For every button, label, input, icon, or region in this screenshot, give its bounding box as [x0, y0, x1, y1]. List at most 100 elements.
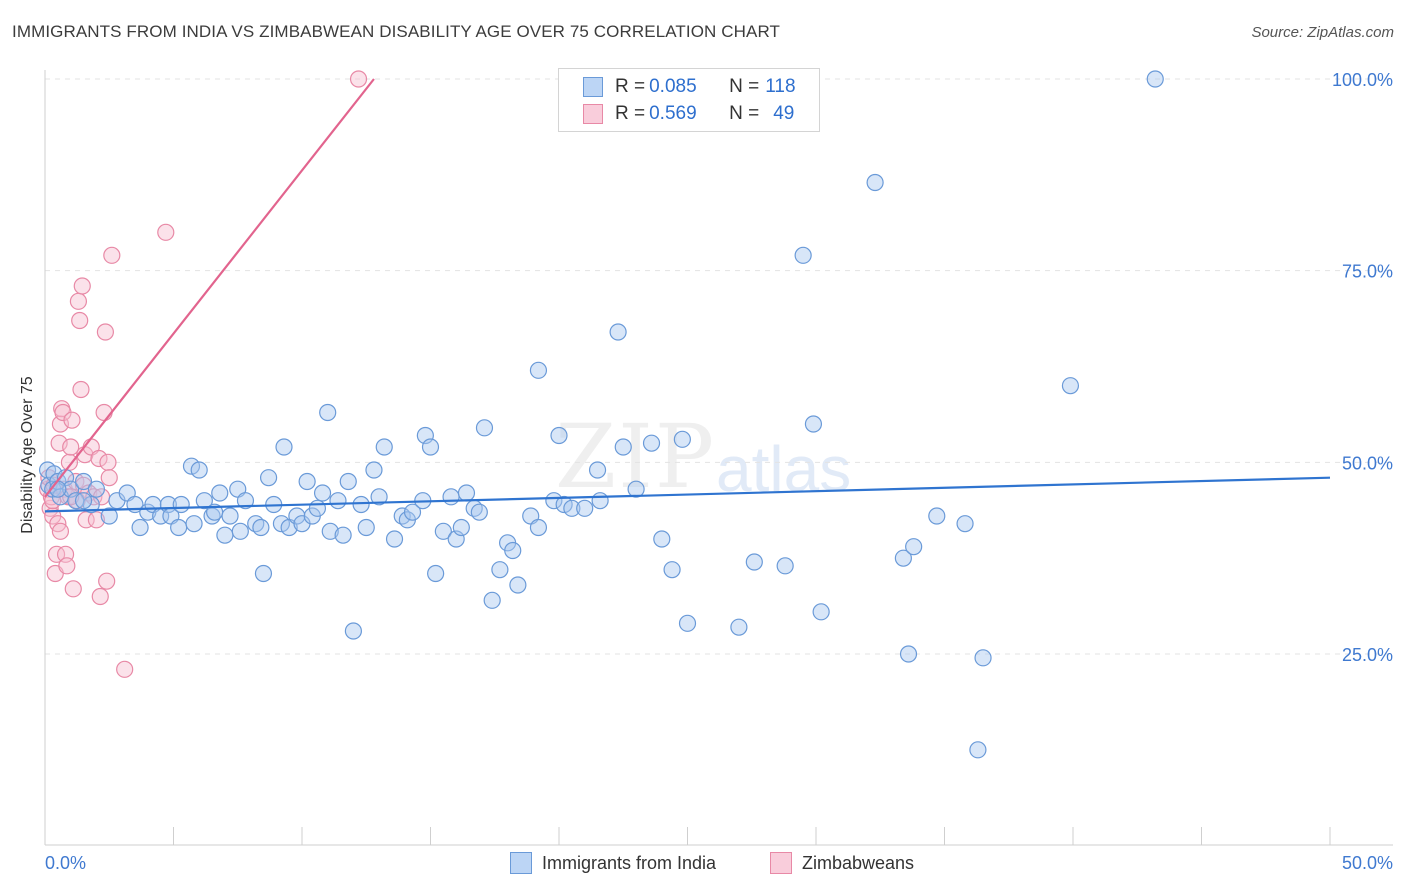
india-point-114 — [1061, 377, 1080, 395]
zimb-point-35 — [91, 587, 109, 606]
zimb-point-38 — [96, 323, 114, 341]
india-point-92 — [609, 323, 627, 341]
india-point-31 — [216, 526, 234, 544]
india-point-107 — [894, 549, 912, 567]
zimb-point-18 — [62, 438, 80, 456]
india-point-90 — [588, 461, 607, 479]
zimb-point-45 — [349, 70, 368, 88]
india-point-75 — [470, 503, 488, 521]
india-point-105 — [812, 603, 830, 621]
zimb-r-value: 0.569 — [649, 103, 697, 124]
zimb-point-17 — [60, 453, 79, 471]
india-swatch — [583, 77, 603, 97]
y-axis-label: Disability Age Over 75 — [19, 376, 36, 534]
india-point-93 — [614, 438, 632, 456]
india-point-115 — [1146, 70, 1164, 88]
y-tick-label-75: 75.0% — [1342, 262, 1393, 282]
india-point-96 — [653, 530, 671, 548]
zimb-point-20 — [64, 580, 82, 598]
zimb-r-label: R = — [615, 103, 646, 124]
india-r-label: R = — [615, 76, 646, 97]
india-point-81 — [509, 576, 527, 594]
india-point-23 — [172, 495, 190, 514]
zimb-trend-line — [44, 78, 375, 498]
x-tick-label-50: 50.0% — [1342, 853, 1393, 873]
zimb-point-33 — [87, 511, 106, 529]
india-point-59 — [370, 488, 388, 506]
zimb-point-19 — [63, 411, 81, 429]
india-point-89 — [576, 499, 594, 517]
bottom-legend-zimb: Zimbabweans — [770, 852, 914, 874]
india-point-58 — [365, 461, 383, 479]
india-point-106 — [866, 173, 884, 192]
bottom-legend-india: Immigrants from India — [510, 852, 716, 874]
india-point-84 — [529, 361, 548, 379]
india-point-9 — [74, 472, 93, 491]
gridlines — [45, 78, 1393, 655]
zimb-point-15 — [58, 557, 76, 575]
india-point-27 — [195, 492, 213, 510]
india-r-value: 0.085 — [649, 76, 697, 97]
india-point-87 — [555, 495, 573, 514]
zimb-point-25 — [72, 380, 90, 399]
india-point-49 — [313, 484, 332, 502]
zimb-swatch — [583, 104, 603, 124]
india-point-32 — [221, 507, 239, 525]
y-tick-label-100: 100.0% — [1332, 70, 1393, 90]
india-point-53 — [334, 526, 352, 544]
india-point-55 — [344, 622, 362, 640]
india-point-38 — [254, 564, 273, 583]
india-point-34 — [231, 522, 249, 540]
zimb-point-42 — [103, 246, 121, 264]
zimb-point-44 — [157, 223, 175, 241]
india-point-69 — [434, 522, 452, 540]
zimb-legend-label: Zimbabweans — [802, 852, 915, 873]
india-point-95 — [642, 434, 661, 452]
india-legend-label: Immigrants from India — [542, 852, 717, 873]
x-tick-label-0: 0.0% — [45, 853, 86, 873]
india-point-97 — [663, 561, 681, 579]
watermark-zip: ZIP — [555, 405, 717, 508]
india-point-41 — [272, 515, 291, 533]
india-trend-line — [44, 476, 1331, 513]
india-point-61 — [385, 530, 404, 548]
india-point-108 — [899, 645, 918, 663]
zimb-point-34 — [90, 449, 108, 468]
india-point-67 — [421, 438, 440, 456]
india-point-112 — [969, 741, 987, 759]
india-point-12 — [100, 507, 118, 525]
zimb-n-value: 49 — [773, 103, 795, 124]
india-point-50 — [319, 403, 337, 422]
zimb-point-23 — [69, 292, 88, 310]
tick-labels: 25.0% 50.0% 75.0% 100.0% 0.0% 50.0% — [45, 70, 1393, 873]
india-point-26 — [190, 461, 208, 479]
india-point-83 — [529, 518, 548, 537]
india-point-76 — [475, 419, 494, 437]
axes — [44, 70, 1393, 846]
india-n-label: N = — [729, 76, 760, 97]
trend-lines — [44, 78, 1331, 513]
india-n-value: 118 — [765, 76, 796, 97]
india-point-110 — [928, 507, 946, 525]
india-point-80 — [504, 541, 522, 560]
india-point-111 — [956, 515, 974, 533]
india-point-30 — [211, 484, 229, 502]
india-point-103 — [794, 246, 812, 264]
y-tick-label-50: 50.0% — [1342, 453, 1393, 473]
india-point-91 — [591, 492, 609, 510]
india-point-68 — [427, 564, 445, 583]
india-point-37 — [252, 518, 270, 537]
india-point-39 — [259, 469, 278, 487]
india-point-60 — [375, 438, 393, 456]
y-tick-label-25: 25.0% — [1342, 645, 1393, 665]
india-point-86 — [550, 426, 568, 445]
zimb-point-41 — [100, 469, 118, 487]
india-point-22 — [170, 518, 188, 537]
india-point-109 — [905, 538, 923, 556]
india-point-85 — [545, 492, 563, 510]
india-point-94 — [627, 480, 645, 498]
india-point-64 — [403, 503, 422, 521]
india-point-51 — [321, 522, 339, 540]
correlation-legend: R = 0.085 N = 118 R = 0.569 N = 49 — [558, 68, 820, 132]
zimb-legend-swatch — [770, 852, 792, 874]
